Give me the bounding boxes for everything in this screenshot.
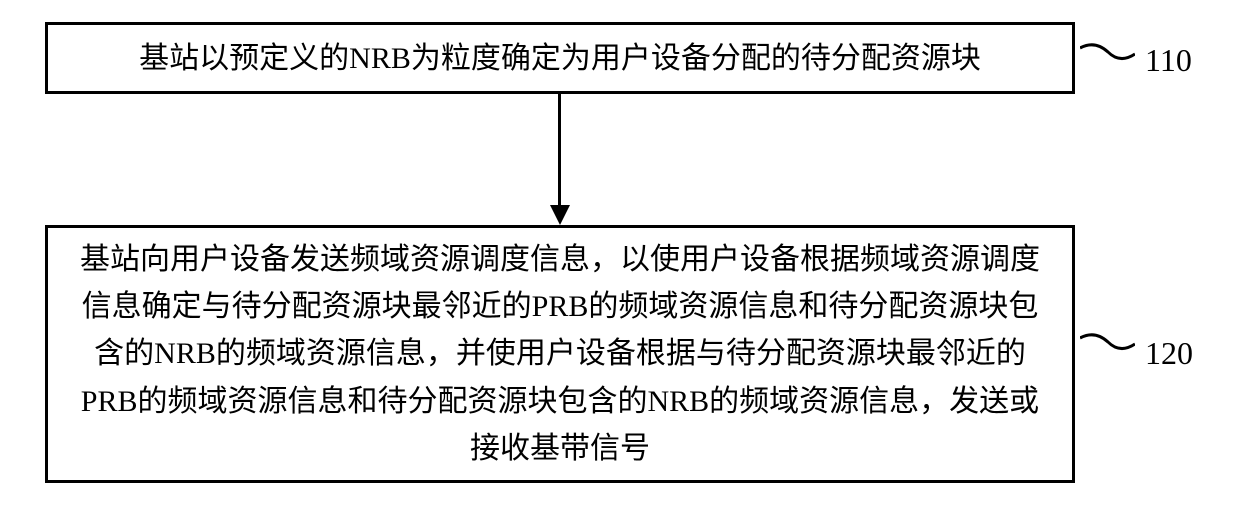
label-120: 120 (1145, 335, 1193, 372)
flowchart-box-110: 基站以预定义的NRB为粒度确定为用户设备分配的待分配资源块 (45, 22, 1075, 94)
label-110: 110 (1145, 42, 1192, 79)
curve-connector-1 (1080, 40, 1135, 70)
box-120-text: 基站向用户设备发送频域资源调度信息，以使用户设备根据频域资源调度信息确定与待分配… (68, 236, 1052, 473)
box-110-text: 基站以预定义的NRB为粒度确定为用户设备分配的待分配资源块 (139, 36, 981, 81)
flowchart-box-120: 基站向用户设备发送频域资源调度信息，以使用户设备根据频域资源调度信息确定与待分配… (45, 225, 1075, 483)
flowchart-container: 基站以预定义的NRB为粒度确定为用户设备分配的待分配资源块 110 基站向用户设… (0, 0, 1239, 509)
curve-connector-2 (1080, 330, 1135, 360)
arrow-line (558, 94, 561, 205)
arrow-head (550, 205, 570, 225)
